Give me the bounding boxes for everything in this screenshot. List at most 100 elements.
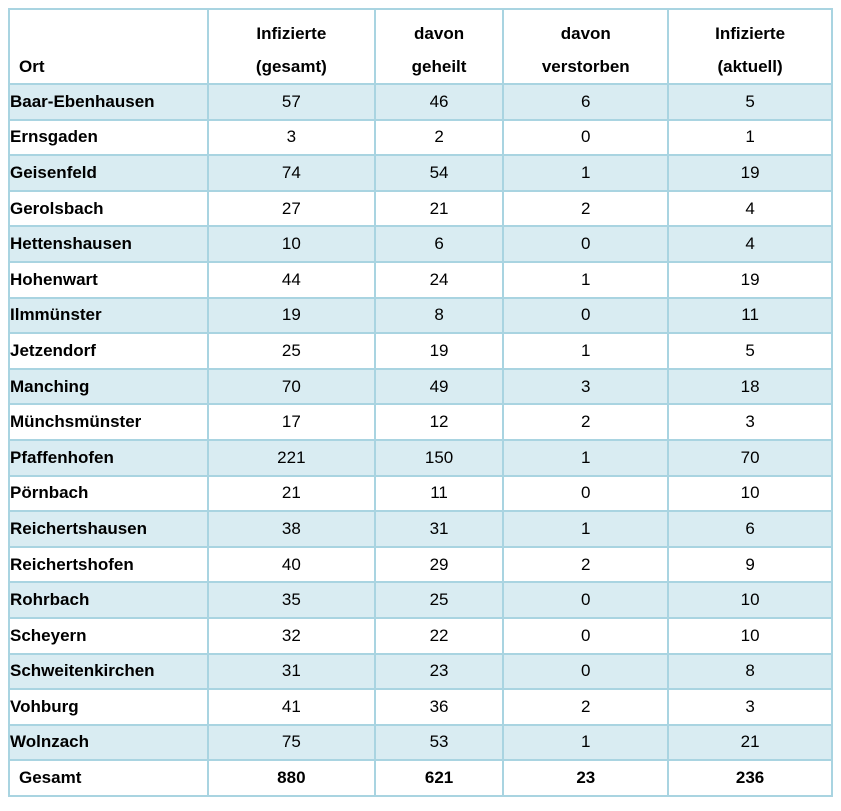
infizierte-aktuell-cell: 1 <box>667 118 833 157</box>
infizierte-gesamt-cell: 19 <box>206 296 376 335</box>
table-row: Scheyern 32 22 0 10 <box>8 616 833 655</box>
infizierte-aktuell-cell: 18 <box>667 367 833 406</box>
totals-infizierte-gesamt: 880 <box>206 759 376 798</box>
davon-verstorben-cell: 2 <box>502 545 670 584</box>
infizierte-aktuell-cell: 10 <box>667 581 833 619</box>
ort-cell: Pfaffenhofen <box>8 438 209 477</box>
infizierte-gesamt-cell: 221 <box>206 438 376 477</box>
header-line <box>19 17 206 50</box>
davon-geheilt-cell: 6 <box>373 225 505 263</box>
davon-verstorben-cell: 2 <box>502 403 670 441</box>
infizierte-gesamt-cell: 21 <box>206 474 376 513</box>
header-line: davon <box>414 24 465 43</box>
davon-verstorben-cell: 0 <box>502 616 670 655</box>
column-header-infizierte-gesamt: Infizierte (gesamt) <box>206 8 376 85</box>
infizierte-aktuell-cell: 21 <box>667 723 833 762</box>
ort-cell: Münchsmünster <box>8 403 209 441</box>
infizierte-aktuell-cell: 10 <box>667 616 833 655</box>
davon-geheilt-cell: 23 <box>373 652 505 691</box>
table-row: Schweitenkirchen 31 23 0 8 <box>8 652 833 691</box>
table-row: Jetzendorf 25 19 1 5 <box>8 332 833 370</box>
infizierte-gesamt-cell: 17 <box>206 403 376 441</box>
infizierte-gesamt-cell: 35 <box>206 581 376 619</box>
infizierte-gesamt-cell: 3 <box>206 118 376 157</box>
davon-geheilt-cell: 53 <box>373 723 505 762</box>
totals-davon-geheilt: 621 <box>373 759 505 798</box>
ort-cell: Ernsgaden <box>8 118 209 157</box>
table-row: Pfaffenhofen 221 150 1 70 <box>8 438 833 477</box>
davon-verstorben-cell: 0 <box>502 474 670 513</box>
davon-verstorben-cell: 0 <box>502 652 670 691</box>
infizierte-gesamt-cell: 31 <box>206 652 376 691</box>
header-line: (aktuell) <box>717 57 783 76</box>
ort-cell: Baar-Ebenhausen <box>8 83 209 121</box>
ort-cell: Manching <box>8 367 209 406</box>
davon-geheilt-cell: 31 <box>373 510 505 548</box>
davon-geheilt-cell: 19 <box>373 332 505 370</box>
table-header: Ort Infizierte (gesamt) davon geheilt da… <box>8 8 833 85</box>
ort-cell: Wolnzach <box>8 723 209 762</box>
davon-verstorben-cell: 0 <box>502 225 670 263</box>
ort-cell: Gerolsbach <box>8 189 209 228</box>
infizierte-gesamt-cell: 27 <box>206 189 376 228</box>
table-row: Baar-Ebenhausen 57 46 6 5 <box>8 83 833 121</box>
davon-geheilt-cell: 22 <box>373 616 505 655</box>
infizierte-gesamt-cell: 25 <box>206 332 376 370</box>
ort-cell: Schweitenkirchen <box>8 652 209 691</box>
infizierte-aktuell-cell: 6 <box>667 510 833 548</box>
totals-davon-verstorben: 23 <box>502 759 670 798</box>
column-header-ort: Ort <box>8 8 209 85</box>
davon-geheilt-cell: 150 <box>373 438 505 477</box>
davon-verstorben-cell: 3 <box>502 367 670 406</box>
ort-cell: Reichertshausen <box>8 510 209 548</box>
infizierte-gesamt-cell: 74 <box>206 154 376 192</box>
ort-cell: Vohburg <box>8 688 209 726</box>
davon-geheilt-cell: 24 <box>373 260 505 299</box>
davon-geheilt-cell: 54 <box>373 154 505 192</box>
table-row: Geisenfeld 74 54 1 19 <box>8 154 833 192</box>
ort-cell: Rohrbach <box>8 581 209 619</box>
davon-verstorben-cell: 0 <box>502 118 670 157</box>
davon-geheilt-cell: 29 <box>373 545 505 584</box>
infizierte-aktuell-cell: 5 <box>667 332 833 370</box>
ort-cell: Jetzendorf <box>8 332 209 370</box>
table-row: Münchsmünster 17 12 2 3 <box>8 403 833 441</box>
table-row: Vohburg 41 36 2 3 <box>8 688 833 726</box>
totals-label: Gesamt <box>8 759 209 798</box>
davon-geheilt-cell: 36 <box>373 688 505 726</box>
infizierte-aktuell-cell: 10 <box>667 474 833 513</box>
table-footer: Gesamt 880 621 23 236 <box>8 759 833 798</box>
table-row: Manching 70 49 3 18 <box>8 367 833 406</box>
infizierte-gesamt-cell: 38 <box>206 510 376 548</box>
header-line: geheilt <box>411 57 467 76</box>
davon-verstorben-cell: 1 <box>502 332 670 370</box>
davon-verstorben-cell: 0 <box>502 296 670 335</box>
infizierte-aktuell-cell: 4 <box>667 189 833 228</box>
table-row: Rohrbach 35 25 0 10 <box>8 581 833 619</box>
infizierte-aktuell-cell: 8 <box>667 652 833 691</box>
header-line: (gesamt) <box>255 57 327 76</box>
header-row: Ort Infizierte (gesamt) davon geheilt da… <box>8 8 833 85</box>
davon-verstorben-cell: 0 <box>502 581 670 619</box>
infizierte-aktuell-cell: 3 <box>667 688 833 726</box>
table-row: Reichertshofen 40 29 2 9 <box>8 545 833 584</box>
ort-cell: Ilmmünster <box>8 296 209 335</box>
davon-verstorben-cell: 1 <box>502 723 670 762</box>
infizierte-gesamt-cell: 75 <box>206 723 376 762</box>
infizierte-gesamt-cell: 41 <box>206 688 376 726</box>
davon-geheilt-cell: 49 <box>373 367 505 406</box>
davon-geheilt-cell: 11 <box>373 474 505 513</box>
table-row: Hohenwart 44 24 1 19 <box>8 260 833 299</box>
table-row: Pörnbach 21 11 0 10 <box>8 474 833 513</box>
table-body: Baar-Ebenhausen 57 46 6 5 Ernsgaden 3 2 0 1 Geisen… <box>8 83 833 762</box>
table-row: Reichertshausen 38 31 1 6 <box>8 510 833 548</box>
infizierte-aktuell-cell: 19 <box>667 154 833 192</box>
davon-geheilt-cell: 21 <box>373 189 505 228</box>
header-line: verstorben <box>541 57 630 76</box>
table-row: Hettenshausen 10 6 0 4 <box>8 225 833 263</box>
ort-cell: Pörnbach <box>8 474 209 513</box>
infizierte-aktuell-cell: 11 <box>667 296 833 335</box>
table-row: Ernsgaden 3 2 0 1 <box>8 118 833 157</box>
covid-infections-table: Ort Infizierte (gesamt) davon geheilt da… <box>8 8 833 798</box>
davon-verstorben-cell: 1 <box>502 260 670 299</box>
